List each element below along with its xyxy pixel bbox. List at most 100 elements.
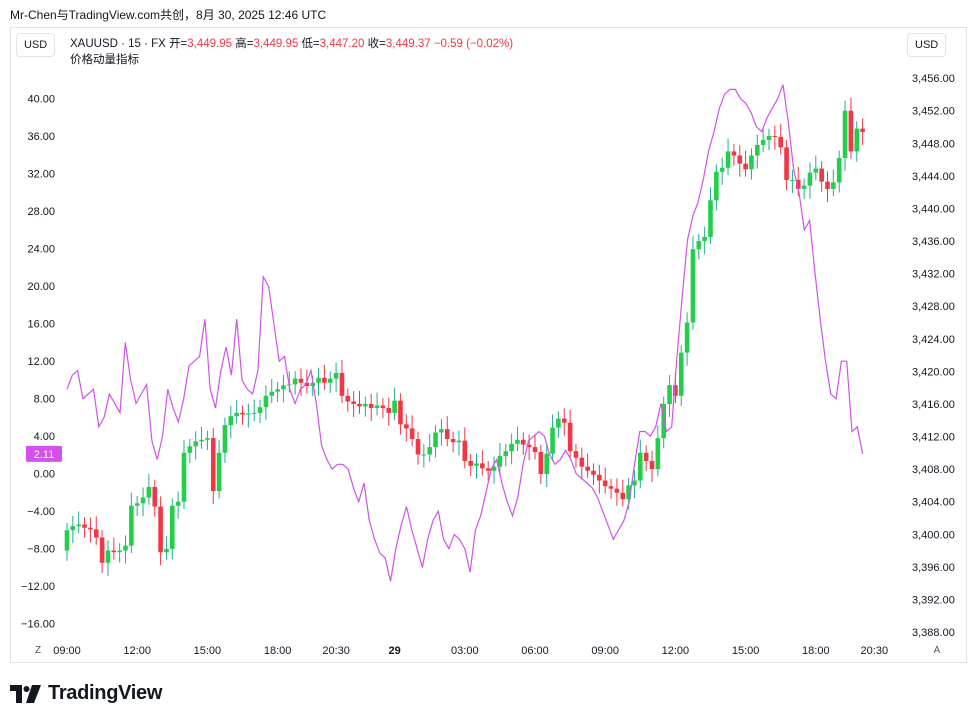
candle-body: [708, 200, 713, 237]
candle-body: [813, 168, 819, 173]
candle-body: [404, 424, 409, 429]
price-tick-label: 3,388.00: [912, 627, 955, 639]
candle-body: [304, 382, 310, 387]
indicator-last-value-badge: [26, 445, 62, 462]
candle-body: [152, 487, 158, 507]
candle-body: [784, 147, 789, 180]
time-tick-label: 12:00: [123, 645, 151, 657]
candle-body: [298, 378, 304, 383]
candle-body: [643, 452, 649, 461]
candle-body: [181, 452, 187, 502]
candle-body: [240, 412, 245, 415]
candle-body: [415, 438, 421, 455]
candle-body: [790, 179, 795, 181]
candle-body: [521, 439, 526, 445]
candle-body: [755, 144, 760, 156]
candle-body: [515, 439, 520, 444]
zoom-button[interactable]: Z: [34, 645, 42, 656]
symbol-label[interactable]: XAUUSD · 15 · FX: [70, 38, 166, 50]
candle-body: [848, 110, 854, 152]
candle-body: [427, 447, 432, 455]
time-tick-label: 06:00: [521, 645, 549, 657]
candle-body: [819, 168, 824, 182]
chart-caption: Mr-Chen与TradingView.com共创，8月 30, 2025 12…: [10, 8, 327, 22]
candle-body: [170, 505, 175, 549]
currency-button-left[interactable]: USD: [16, 33, 56, 57]
candle-body: [392, 400, 397, 413]
candle-body: [485, 468, 491, 471]
candle-body: [731, 151, 737, 156]
candle-body: [316, 377, 321, 383]
indicator-tick-label: 40.00: [27, 94, 55, 106]
candle-body: [591, 470, 596, 475]
candle-body: [210, 438, 216, 492]
candle-body: [82, 524, 87, 528]
candle-body: [140, 497, 146, 504]
price-tick-label: 3,412.00: [912, 432, 955, 444]
candle-body: [480, 463, 485, 469]
candle-body: [409, 428, 415, 439]
candle-body: [673, 385, 678, 396]
candle-body: [281, 385, 286, 390]
indicator-tick-label: −8.00: [27, 544, 55, 556]
candle-body: [421, 454, 427, 456]
candle-body: [538, 451, 544, 474]
candle-body: [228, 416, 234, 426]
candle-body: [831, 182, 836, 189]
price-tick-label: 3,416.00: [912, 399, 955, 411]
candle-body: [638, 452, 643, 481]
indicator-tick-label: 20.00: [27, 281, 55, 293]
close-label: 收=: [367, 38, 386, 50]
currency-button-right[interactable]: USD: [907, 33, 947, 57]
low-value: 3,447.20: [319, 38, 365, 50]
candle-body: [70, 526, 76, 531]
time-tick-label: 29: [388, 645, 400, 657]
candle-body: [597, 474, 602, 481]
time-tick-label: 18:00: [264, 645, 292, 657]
price-tick-label: 3,432.00: [912, 269, 955, 281]
candle-body: [193, 441, 198, 447]
price-tick-label: 3,452.00: [912, 106, 955, 118]
price-tick-label: 3,440.00: [912, 203, 955, 215]
candle-body: [532, 447, 538, 452]
candle-body: [257, 407, 263, 413]
candle-body: [579, 457, 585, 467]
candle-body: [626, 485, 631, 500]
auto-scale-button[interactable]: A: [933, 645, 941, 656]
candle-body: [725, 151, 731, 168]
chart-frame: [10, 27, 967, 663]
candle-body: [737, 155, 743, 164]
candle-body: [608, 486, 614, 489]
candle-body: [146, 487, 152, 498]
candle-body: [164, 548, 169, 553]
time-tick-label: 20:30: [861, 645, 889, 657]
candle-body: [749, 155, 754, 170]
candle-body: [327, 378, 333, 383]
indicator-tick-label: 24.00: [27, 244, 55, 256]
candle-body: [684, 322, 690, 353]
candle-body: [561, 418, 567, 423]
candle-body: [93, 529, 99, 538]
candle-body: [719, 167, 725, 172]
price-tick-label: 3,436.00: [912, 236, 955, 248]
candle-body: [363, 403, 368, 407]
candle-body: [614, 488, 620, 493]
candle-body: [398, 400, 403, 425]
candle-body: [842, 110, 848, 158]
high-label: 高=: [235, 38, 254, 50]
candle-body: [450, 438, 456, 443]
close-value: 3,449.37: [385, 38, 431, 50]
candle-body: [322, 377, 327, 383]
indicator-label[interactable]: 价格动量指标: [70, 54, 139, 66]
indicator-tick-label: 12.00: [27, 356, 55, 368]
candle-body: [339, 372, 345, 396]
candle-body: [468, 460, 473, 466]
ohlc-legend: XAUUSD · 15 · FX 开=3,449.95 高=3,449.95 低…: [70, 35, 513, 51]
tradingview-brand[interactable]: TradingView: [10, 682, 162, 705]
candle-body: [234, 412, 239, 417]
candle-body: [292, 378, 298, 385]
candle-body: [860, 128, 865, 132]
indicator-tick-label: 16.00: [27, 319, 55, 331]
low-label: 低=: [301, 38, 320, 50]
